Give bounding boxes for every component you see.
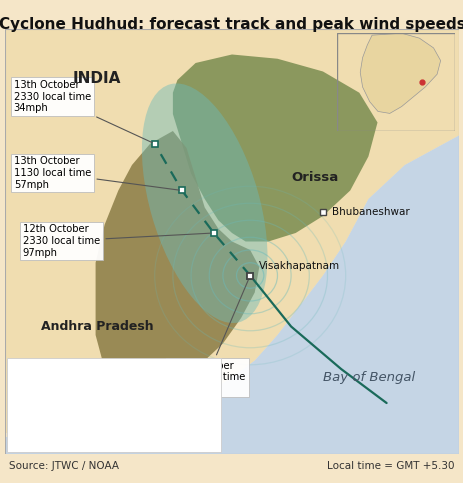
Text: 12th October
1130 local time
132mph: 12th October 1130 local time 132mph (168, 278, 249, 394)
Polygon shape (173, 55, 377, 242)
Text: Cyclone Hudhud: forecast track and peak wind speeds: Cyclone Hudhud: forecast track and peak … (0, 17, 463, 32)
Text: Orissa: Orissa (290, 171, 338, 184)
Text: INDIA: INDIA (73, 71, 121, 86)
Polygon shape (5, 135, 458, 454)
Text: Bay of Bengal: Bay of Bengal (322, 371, 414, 384)
Text: 12th October
2330 local time
97mph: 12th October 2330 local time 97mph (23, 225, 211, 258)
Legend: Predicted area affected, Previous path, Predicted path: Predicted area affected, Previous path, … (19, 399, 169, 440)
Text: Source: JTWC / NOAA: Source: JTWC / NOAA (9, 461, 119, 471)
Ellipse shape (142, 84, 267, 323)
Polygon shape (5, 29, 458, 437)
Text: 13th October
2330 local time
34mph: 13th October 2330 local time 34mph (14, 80, 152, 142)
Polygon shape (95, 131, 259, 390)
FancyBboxPatch shape (7, 358, 220, 452)
Text: Bhubaneshwar: Bhubaneshwar (332, 207, 409, 217)
Text: Local time = GMT +5.30: Local time = GMT +5.30 (326, 461, 454, 471)
Text: Visakhapatnam: Visakhapatnam (259, 261, 340, 271)
Text: 13th October
1130 local time
57mph: 13th October 1130 local time 57mph (14, 156, 179, 190)
Text: Andhra Pradesh: Andhra Pradesh (41, 320, 153, 333)
